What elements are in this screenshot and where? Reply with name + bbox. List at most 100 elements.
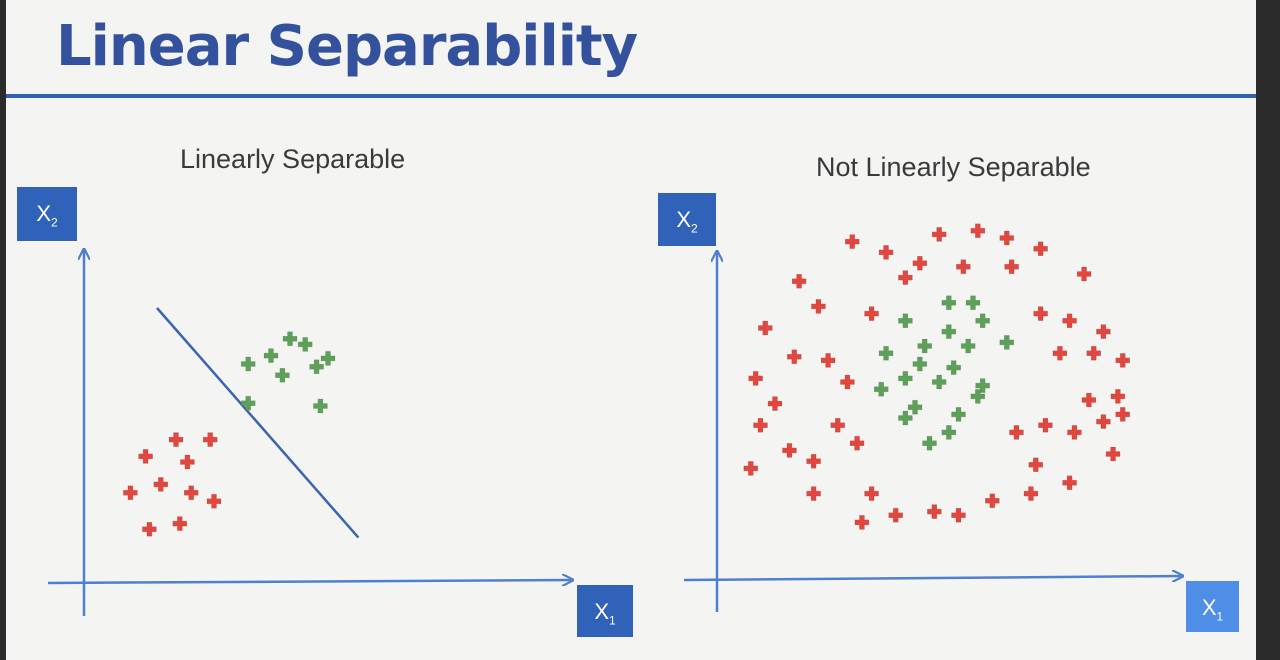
- green-plus-icon: [931, 374, 947, 390]
- green-plus-icon: [275, 367, 290, 383]
- red-plus-icon: [927, 504, 942, 519]
- red-plus-icon: [138, 449, 153, 464]
- red-plus-icon: [123, 485, 138, 501]
- red-plus-icon: [970, 223, 986, 239]
- red-plus-icon: [806, 486, 821, 501]
- red-plus-icon: [1052, 345, 1068, 361]
- green-plus-icon: [282, 331, 298, 347]
- red-plus-icon: [840, 374, 855, 390]
- red-plus-icon: [999, 230, 1015, 246]
- red-plus-icon: [864, 486, 879, 501]
- green-plus-icon: [878, 345, 894, 361]
- red-plus-icon: [153, 477, 169, 492]
- red-plus-icon: [985, 493, 1000, 509]
- red-plus-icon: [1033, 306, 1048, 321]
- red-plus-icon: [1023, 486, 1039, 501]
- red-plus-icon: [180, 454, 195, 470]
- green-plus-icon: [917, 338, 932, 354]
- green-plus-icon: [263, 348, 279, 363]
- red-plus-icon: [1033, 241, 1048, 257]
- green-plus-icon: [898, 313, 913, 329]
- red-plus-icon: [1076, 266, 1092, 282]
- right-x-axis: [683, 576, 1182, 580]
- green-plus-icon: [999, 335, 1015, 350]
- red-plus-icon: [202, 432, 218, 447]
- red-plus-icon: [743, 461, 759, 476]
- red-plus-icon: [1062, 313, 1077, 329]
- red-plus-icon: [1009, 425, 1024, 440]
- left-scatter-points: [123, 331, 336, 537]
- title-underline: [6, 94, 1256, 98]
- red-plus-icon: [142, 521, 157, 537]
- red-plus-icon: [844, 234, 860, 249]
- red-plus-icon: [931, 227, 947, 242]
- red-plus-icon: [951, 507, 966, 523]
- red-plus-icon: [1038, 417, 1053, 433]
- green-plus-icon: [240, 395, 256, 411]
- green-plus-icon: [960, 338, 976, 354]
- green-plus-icon: [912, 356, 928, 372]
- red-plus-icon: [172, 516, 188, 531]
- red-plus-icon: [782, 443, 797, 458]
- red-plus-icon: [898, 270, 913, 285]
- red-plus-icon: [758, 320, 773, 336]
- red-plus-icon: [1062, 475, 1077, 491]
- decision-boundary-line: [156, 307, 360, 539]
- slide-title: Linear Separability: [56, 14, 638, 79]
- red-plus-icon: [878, 245, 894, 260]
- red-plus-icon: [1105, 446, 1121, 462]
- right-x-axis-label: X1: [1186, 581, 1239, 632]
- green-plus-icon: [873, 381, 889, 397]
- green-plus-icon: [922, 435, 937, 451]
- red-plus-icon: [767, 396, 783, 411]
- red-plus-icon: [183, 485, 199, 501]
- red-plus-icon: [1081, 392, 1097, 408]
- red-plus-icon: [1067, 425, 1082, 440]
- red-plus-icon: [1115, 407, 1131, 422]
- red-plus-icon: [1110, 389, 1126, 404]
- slide: Linear Separability: [6, 0, 1256, 660]
- green-plus-icon: [946, 360, 961, 375]
- left-y-axis-label: X2: [17, 187, 77, 241]
- red-plus-icon: [1115, 353, 1131, 368]
- red-plus-icon: [168, 432, 184, 447]
- green-plus-icon: [309, 359, 324, 375]
- red-plus-icon: [1096, 414, 1111, 429]
- red-plus-icon: [753, 417, 768, 433]
- red-plus-icon: [206, 493, 222, 509]
- red-plus-icon: [806, 453, 821, 469]
- red-plus-icon: [864, 306, 879, 321]
- left-x-axis-label: X1: [577, 585, 633, 637]
- green-plus-icon: [313, 398, 328, 414]
- red-plus-icon: [791, 273, 807, 289]
- green-plus-icon: [941, 295, 957, 311]
- left-panel-title: Linearly Separable: [180, 144, 406, 174]
- right-scatter-points: [743, 223, 1131, 530]
- red-plus-icon: [849, 435, 865, 451]
- red-plus-icon: [956, 259, 971, 275]
- red-plus-icon: [748, 371, 763, 386]
- green-plus-icon: [240, 356, 256, 372]
- red-plus-icon: [1028, 457, 1044, 473]
- green-plus-icon: [898, 410, 913, 426]
- right-y-axis-label: X2: [658, 193, 716, 246]
- green-plus-icon: [320, 351, 336, 366]
- green-plus-icon: [297, 337, 313, 352]
- right-panel-title: Not Linearly Separable: [816, 152, 1091, 182]
- red-plus-icon: [820, 353, 836, 368]
- red-plus-icon: [786, 349, 802, 365]
- red-plus-icon: [1086, 345, 1102, 361]
- red-plus-icon: [1096, 324, 1111, 339]
- green-plus-icon: [975, 378, 990, 393]
- green-plus-icon: [941, 324, 957, 339]
- red-plus-icon: [1004, 259, 1019, 275]
- green-plus-icon: [941, 425, 957, 440]
- green-plus-icon: [951, 407, 966, 422]
- green-plus-icon: [907, 399, 923, 415]
- green-plus-icon: [975, 313, 990, 329]
- red-plus-icon: [912, 255, 928, 271]
- left-x-axis: [47, 580, 572, 583]
- red-plus-icon: [854, 515, 870, 530]
- red-plus-icon: [811, 299, 826, 314]
